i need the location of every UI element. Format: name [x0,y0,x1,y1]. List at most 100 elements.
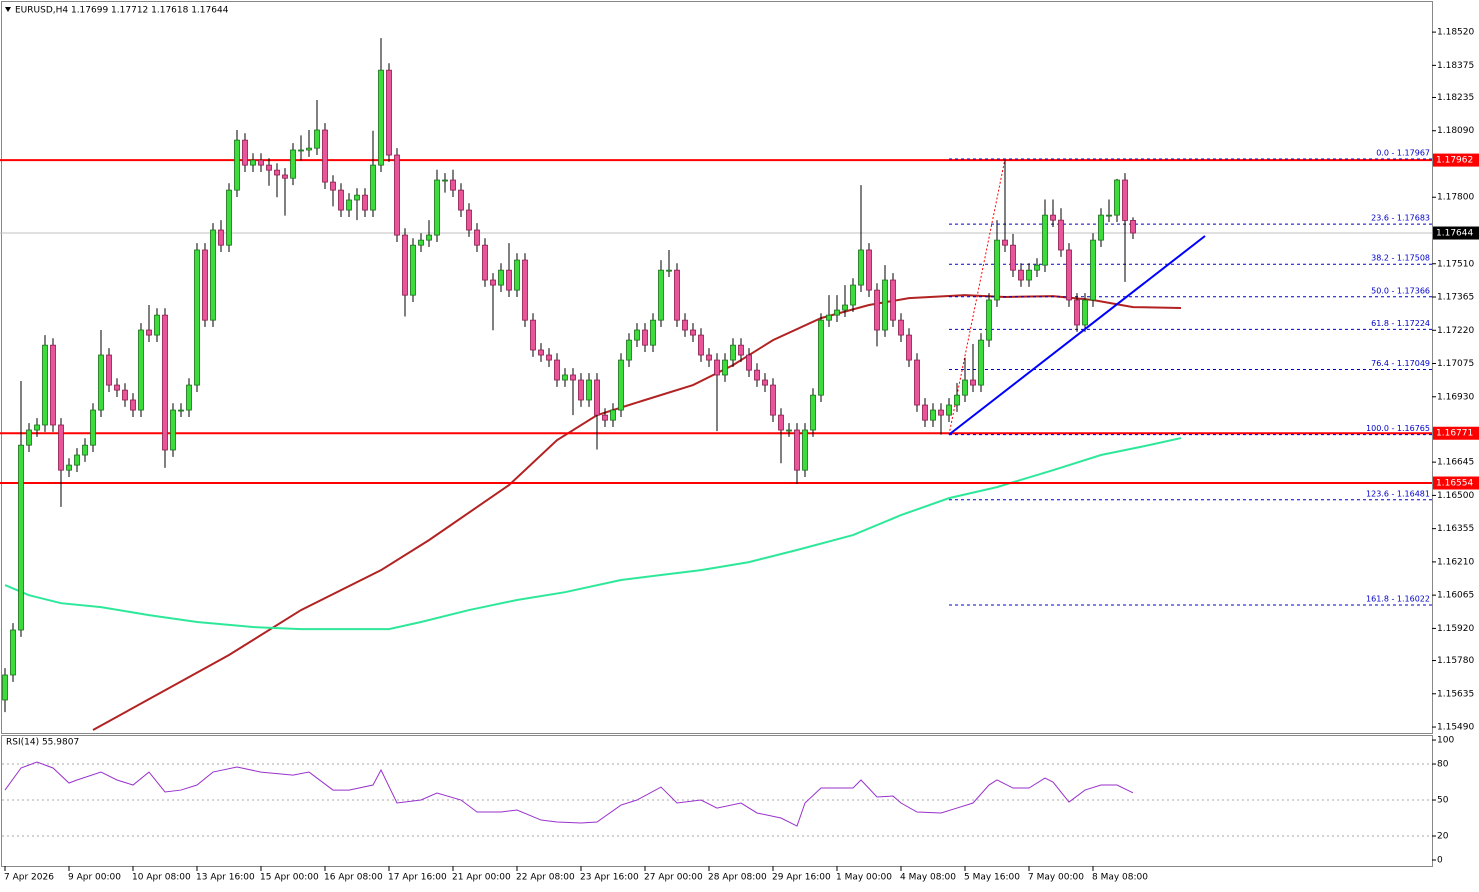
candle-body [554,359,560,381]
candle-body [306,147,312,151]
candle-body [786,429,792,432]
candle-body [66,464,72,471]
candle-body [194,249,200,386]
candle-body [994,239,1000,301]
candle-body [338,189,344,211]
candle-body [1130,220,1136,234]
candle-body [562,374,568,381]
candle-body [402,234,408,296]
y-tick-label: 1.16500 [1437,491,1474,501]
fib-label: 61.8 - 1.17224 [1371,319,1430,328]
candle-body [10,629,16,676]
candle-body [1122,179,1128,221]
y-tick-label: 1.18235 [1437,93,1474,103]
candle-body [1098,214,1104,241]
candle-body [202,249,208,321]
candle-body [242,139,248,166]
candle-body [466,209,472,231]
fib-label: 100.0 - 1.16765 [1366,424,1430,433]
candle-body [746,354,752,371]
candle-body [282,174,288,179]
x-tick-label: 1 May 00:00 [836,873,892,883]
price-tag-label: 1.16554 [1436,479,1473,489]
candle-body [290,149,296,179]
candle-body [90,409,96,446]
candle-body [226,189,232,246]
candle-body [178,409,184,412]
candle-body [82,444,88,456]
x-tick-label: 10 Apr 08:00 [132,873,191,883]
plot: 1.18520 1.18375 1.18235 1.18090 1.17800 1.175… [0,28,1479,883]
candle-body [218,229,224,246]
x-tick-label: 17 Apr 16:00 [388,873,447,883]
candle-body [938,409,944,416]
y-tick-label: 1.15490 [1437,723,1474,733]
candle-body [1050,214,1056,221]
candle-body [2,674,8,701]
candle-body [634,329,640,341]
candle-body [138,329,144,411]
candle-body [842,304,848,311]
candle-body [754,369,760,381]
candle-body [18,444,24,631]
candle-body [362,194,368,211]
main-frame [1,1,1433,734]
y-tick-label: 0 [1437,856,1443,866]
y-tick-label: 1.17365 [1437,293,1474,303]
x-tick-label: 8 May 08:00 [1092,873,1148,883]
candle-body [698,334,704,356]
y-tick-label: 1.16930 [1437,392,1474,402]
candle-body [298,149,304,152]
candle-body [434,179,440,236]
candle-body [410,244,416,296]
candle-body [682,319,688,331]
candle-body [658,269,664,321]
x-tick-label: 7 Apr 2026 [4,873,54,883]
y-tick-label: 1.15920 [1437,624,1474,634]
candle-body [1058,219,1064,251]
x-tick-label: 21 Apr 00:00 [452,873,511,883]
candle-body [882,279,888,331]
candle-body [914,359,920,406]
candle-body [618,359,624,411]
x-tick-label: 4 May 08:00 [900,873,956,883]
candle-body [522,259,528,321]
candle-body [906,334,912,361]
candle-body [42,344,48,426]
fib-label: 38.2 - 1.17508 [1371,254,1430,263]
candle-body [794,429,800,471]
candle-body [34,424,40,431]
fib-anchor [948,158,1006,435]
candle-body [866,249,872,291]
y-tick-label: 1.16210 [1437,557,1474,567]
candle-body [1090,239,1096,301]
candle-body [538,349,544,356]
candle-body [714,359,720,376]
candle-body [354,194,360,201]
x-tick-label: 29 Apr 16:00 [772,873,831,883]
candle-body [770,384,776,416]
y-tick-label: 1.17075 [1437,359,1474,369]
candle-body [834,309,840,316]
candle-body [250,159,256,166]
candle-body [394,154,400,236]
candle-body [954,394,960,406]
candle-body [122,389,128,401]
candle-body [1034,264,1040,271]
candle-body [114,384,120,391]
candle-body [186,384,192,411]
y-tick-label: 100 [1437,736,1454,746]
candle-body [962,379,968,396]
candle-body [258,159,264,166]
candle-body [762,379,768,386]
candle-body [530,319,536,351]
candle-body [1010,244,1016,271]
candle-body [810,394,816,431]
candle-body [154,314,160,336]
candle-body [610,409,616,421]
rsi-title: RSI(14) 55.9807 [6,738,79,748]
price-tag-label: 1.17962 [1436,156,1473,166]
fib-label: 76.4 - 1.17049 [1371,359,1430,368]
